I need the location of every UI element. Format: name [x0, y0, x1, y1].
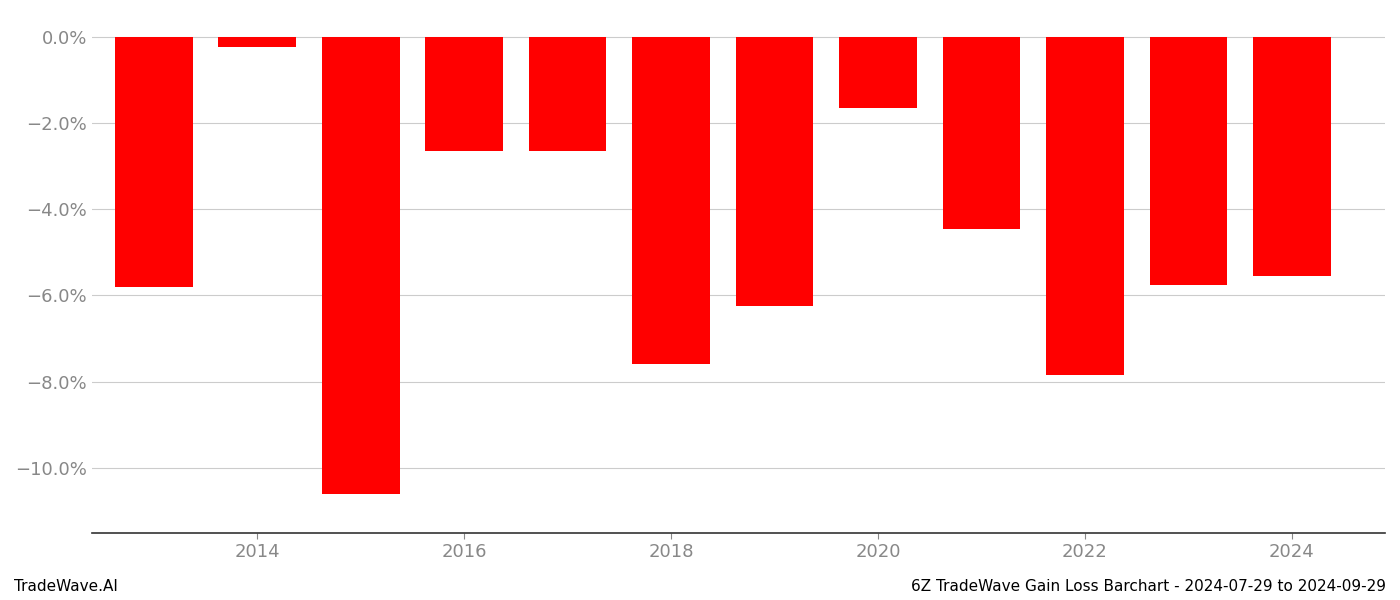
Bar	[426, 37, 503, 151]
Bar	[633, 37, 710, 364]
Bar	[218, 37, 295, 47]
Bar	[1149, 37, 1228, 284]
Bar	[736, 37, 813, 306]
Bar	[1253, 37, 1330, 276]
Text: 6Z TradeWave Gain Loss Barchart - 2024-07-29 to 2024-09-29: 6Z TradeWave Gain Loss Barchart - 2024-0…	[911, 579, 1386, 594]
Bar	[1046, 37, 1124, 375]
Bar	[942, 37, 1021, 229]
Text: TradeWave.AI: TradeWave.AI	[14, 579, 118, 594]
Bar	[839, 37, 917, 108]
Bar	[322, 37, 399, 494]
Bar	[115, 37, 193, 287]
Bar	[529, 37, 606, 151]
